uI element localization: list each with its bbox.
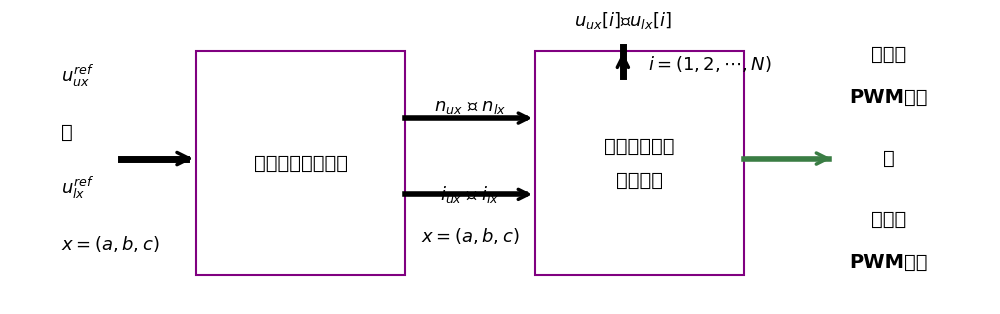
Text: 电容电压平衡
控制方法: 电容电压平衡 控制方法	[604, 137, 675, 190]
Bar	[196, 51, 405, 275]
Text: $x=(a,b,c)$: $x=(a,b,c)$	[61, 234, 160, 254]
Text: $i_{ux}$ 或 $i_{lx}$: $i_{ux}$ 或 $i_{lx}$	[440, 184, 500, 205]
Text: $u_{ux}^{ref}$: $u_{ux}^{ref}$	[61, 63, 94, 89]
Text: 下桥臂: 下桥臂	[871, 210, 907, 229]
Text: $x=(a,b,c)$: $x=(a,b,c)$	[421, 226, 519, 246]
Text: 优化脉宽调制方法: 优化脉宽调制方法	[254, 154, 348, 173]
Text: $u_{lx}^{ref}$: $u_{lx}^{ref}$	[61, 175, 94, 201]
Text: $i=(1,2,\cdots,N)$: $i=(1,2,\cdots,N)$	[648, 54, 771, 74]
Text: 或: 或	[61, 122, 73, 142]
Text: 或: 或	[883, 149, 895, 168]
Text: $n_{ux}$ 或 $n_{lx}$: $n_{ux}$ 或 $n_{lx}$	[434, 98, 506, 116]
Bar	[535, 51, 744, 275]
Text: PWM信号: PWM信号	[850, 253, 928, 272]
Text: $u_{ux}[i]$或$u_{lx}[i]$: $u_{ux}[i]$或$u_{lx}[i]$	[574, 9, 672, 30]
Text: 上桥臂: 上桥臂	[871, 45, 907, 64]
Text: PWM信号: PWM信号	[850, 88, 928, 107]
